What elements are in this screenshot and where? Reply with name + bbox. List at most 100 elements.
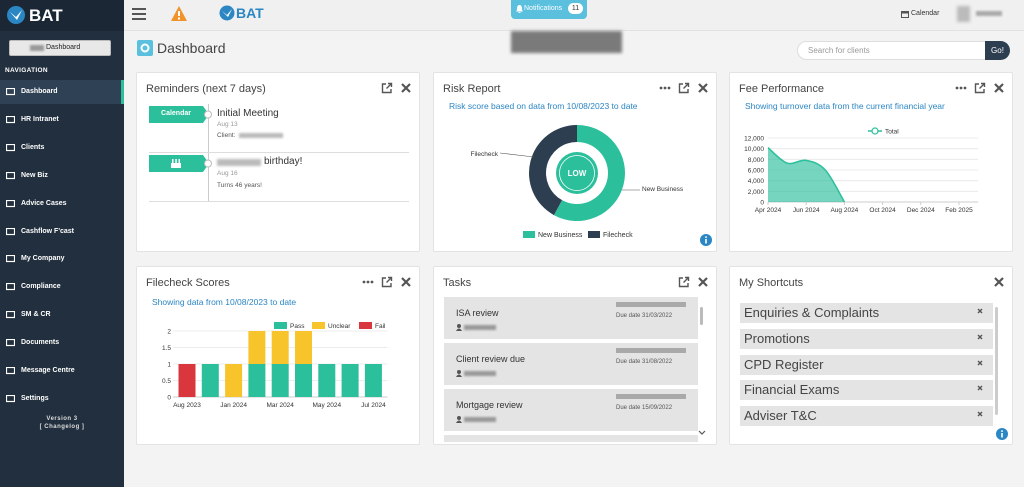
close-icon[interactable] [697,276,709,288]
center-ring [559,155,595,191]
remove-icon[interactable] [977,385,983,391]
open-icon[interactable] [678,82,690,94]
nav-icon [6,171,15,179]
nav-label: Settings [21,394,49,402]
nav-item[interactable]: Documents [0,331,124,355]
panel-title: My Shortcuts [739,277,804,289]
panel-title: Filecheck Scores [146,277,230,289]
nav-icon [6,367,15,375]
blurred-client [464,417,496,422]
scroll-down[interactable] [698,430,706,436]
nav-item[interactable]: Compliance [0,275,124,299]
avatar[interactable] [957,6,970,22]
search-input[interactable]: Search for clients [797,41,986,60]
nav-item[interactable]: Advice Cases [0,192,124,216]
nav-item[interactable]: SM & CR [0,303,124,327]
glyph [401,83,411,93]
more-icon[interactable] [659,82,671,94]
more-icon[interactable] [362,276,374,288]
remove-icon[interactable] [977,334,983,340]
icon-shape [6,394,15,402]
close-icon[interactable] [993,82,1005,94]
shortcut[interactable]: Adviser T&C [740,406,993,427]
more-icon[interactable] [955,82,967,94]
task-item[interactable]: Mortgage review Due date 15/09/2022 [444,389,698,431]
nav-item[interactable]: New Biz [0,164,124,188]
reminder-title: birthday! [264,156,303,167]
version: Version 3 [46,416,78,422]
legend-label: New Business [538,232,583,239]
nav-item[interactable]: Cashflow F'cast [0,220,124,244]
info-icon[interactable] [996,428,1008,440]
menu-icon[interactable] [132,8,146,20]
x-tick-label: Dec 2024 [907,207,935,214]
sidebar: BAT Dashboard NAVIGATION Dashboard HR Int… [0,0,124,487]
task-due: Due date 15/09/2022 [616,405,673,411]
nav-item[interactable]: HR Intranet [0,108,124,132]
open-icon[interactable] [381,82,393,94]
nav-icon [6,143,15,151]
separator [149,201,409,202]
close-icon[interactable] [400,82,412,94]
remove-icon[interactable] [977,360,983,366]
dashboard-button[interactable]: Dashboard [9,40,111,56]
dot [362,280,366,284]
scrollbar[interactable] [995,307,998,415]
nav-label: Documents [21,339,60,347]
nav-item[interactable]: My Company [0,247,124,271]
reminder-title: Initial Meeting [217,108,279,119]
open-icon[interactable] [381,276,393,288]
close-icon[interactable] [993,276,1005,288]
nav-label: Message Centre [21,367,75,374]
y-tick-label: 1.5 [162,345,171,352]
warning-icon[interactable] [171,6,187,21]
user-name[interactable] [976,11,1002,16]
person-icon [456,416,462,423]
remove-icon[interactable] [977,308,983,314]
reminder-date: Aug 16 [217,170,238,177]
chart: LOW New Business New Business Filecheck File… [471,125,684,239]
calendar-icon[interactable] [901,10,909,18]
scrollbar[interactable] [700,307,703,325]
changelog[interactable]: [ Changelog ] [39,424,85,430]
shortcut[interactable]: Promotions [740,328,993,349]
logo-bar: BAT [0,0,124,31]
nav-item[interactable]: Message Centre [0,359,124,383]
glyph [994,83,1004,93]
task-item[interactable]: Meeting with Robert Smith [444,435,698,442]
notification-dropdown [511,31,622,53]
bar-segment [225,364,243,397]
y-tick-label: 2 [167,329,171,336]
reminder-detail: Client: [217,132,236,139]
close-icon[interactable] [400,276,412,288]
notification-badge: 11 [568,3,583,14]
open-icon[interactable] [678,276,690,288]
nav-icon [6,227,15,235]
notifications-button[interactable]: Notifications 11 [511,0,587,19]
remove-icon[interactable] [977,411,983,417]
info-icon[interactable] [700,234,712,246]
x-tick-label: Feb 2025 [945,207,973,214]
y-tick-label: 6,000 [748,168,765,175]
shortcut[interactable]: CPD Register [740,354,993,375]
nav-item[interactable]: Settings [0,387,124,411]
x-tick-label: May 2024 [313,402,342,409]
task-item[interactable]: Client review due Due date 31/08/2022 [444,343,698,385]
shortcut[interactable]: Financial Exams [740,380,993,401]
nav-item[interactable]: Dashboard [0,80,124,104]
close-icon[interactable] [697,82,709,94]
nav-item[interactable]: Clients [0,136,124,160]
task-item[interactable]: ISA review Due date 31/03/2022 [444,297,698,339]
filecheck-panel: Filecheck Scores Showing data from 10/08… [136,266,420,445]
search-button[interactable]: Go! [985,41,1010,60]
calendar-link[interactable]: Calendar [911,10,940,17]
nav-icon [6,255,15,263]
slice-label: Filecheck [471,151,499,158]
glyph [698,83,708,93]
bar-segment [295,331,312,364]
glyph [678,276,690,288]
open-icon[interactable] [974,82,986,94]
notifications-label: Notifications [524,5,563,12]
area [768,147,845,202]
shortcut[interactable]: Enquiries & Complaints [740,303,993,323]
